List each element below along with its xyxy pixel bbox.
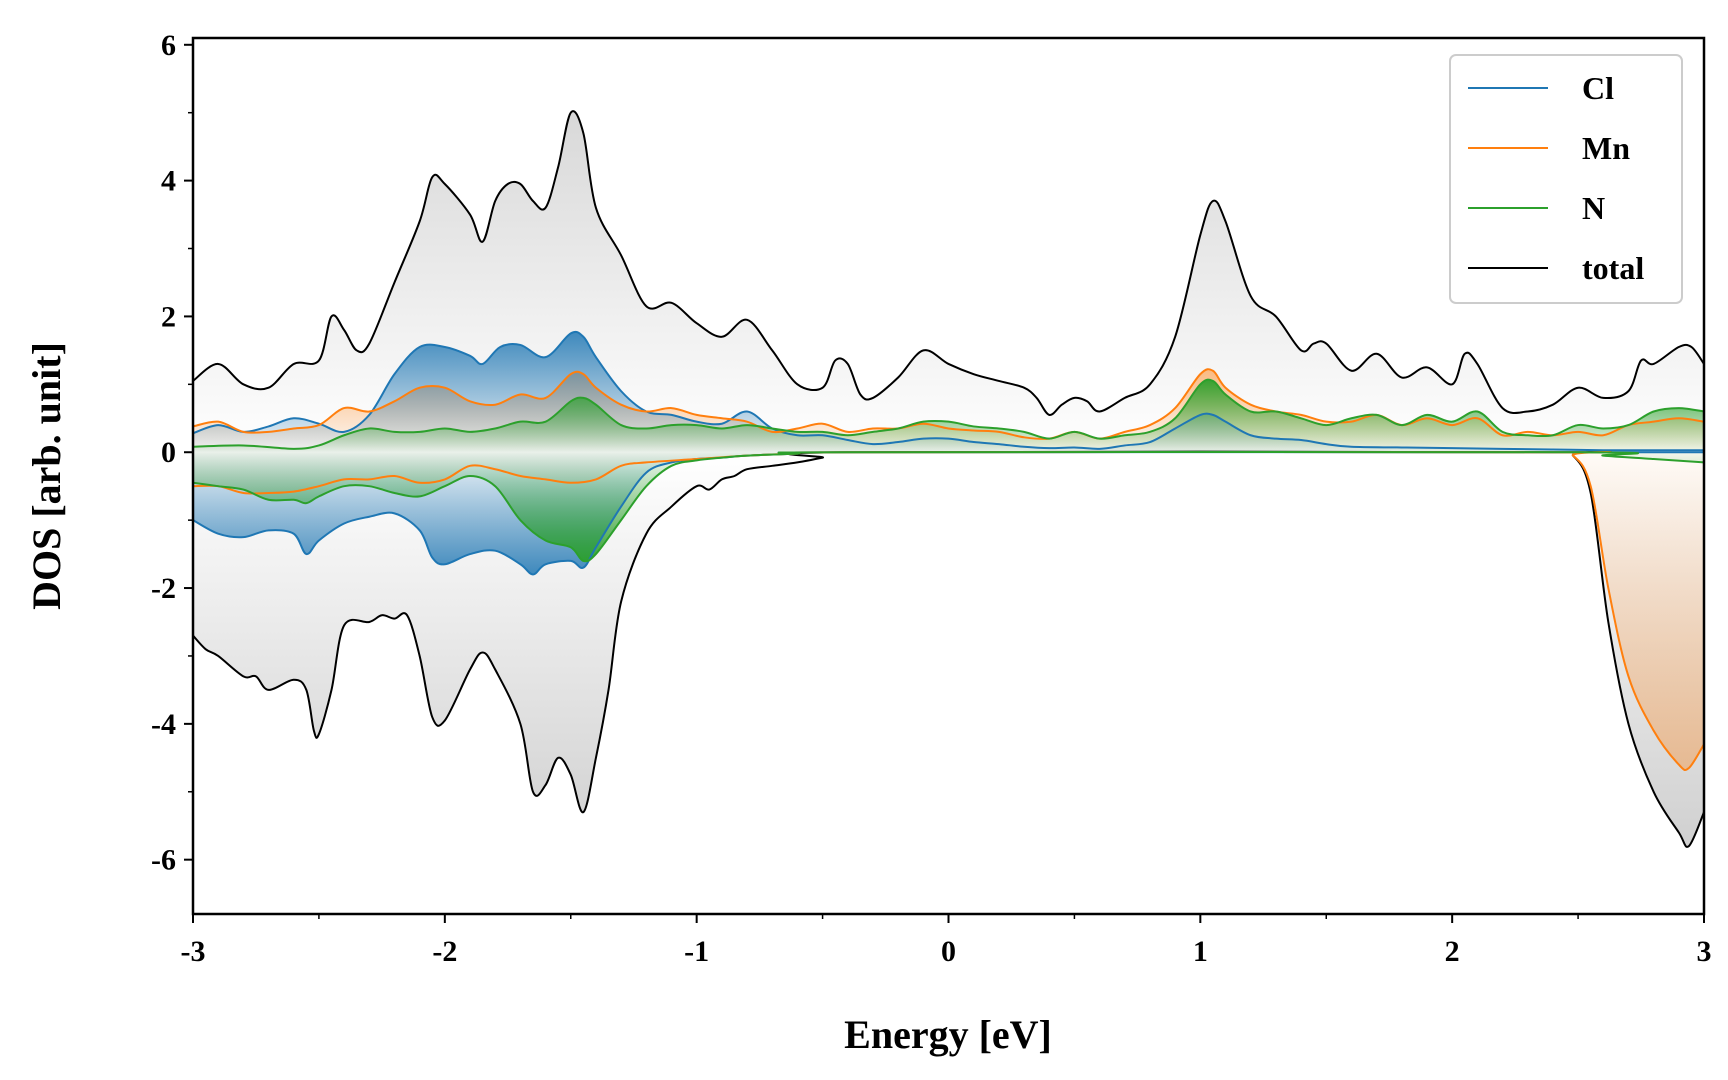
x-tick-label: -1: [684, 935, 709, 968]
x-tick-label: -3: [181, 935, 206, 968]
y-tick-label: 6: [161, 29, 176, 62]
line-mn-up: [193, 368, 1704, 440]
series-lines: [193, 110, 1704, 848]
series-fills: [193, 111, 1704, 847]
line-mn-down: [193, 450, 1704, 772]
x-tick-label: -2: [432, 935, 457, 968]
legend-label-mn: Mn: [1582, 130, 1630, 166]
legend-box: [1449, 54, 1683, 304]
fill-n-up: [193, 379, 1704, 453]
x-tick-label: 1: [1193, 935, 1208, 968]
legend-label-cl: Cl: [1582, 70, 1614, 106]
y-axis-title: DOS [arb. unit]: [24, 342, 69, 610]
y-tick-label: 4: [161, 165, 176, 198]
y-tick-label: -2: [151, 572, 176, 605]
fill-n-down: [193, 451, 1704, 562]
line-n-up: [193, 378, 1704, 450]
axis-ticks: -3 -2 -1 0 1 2 3 -6 -4 -2 0 2 4 6: [151, 29, 1712, 968]
line-total-up: [193, 110, 1704, 416]
x-tick-label: 3: [1697, 935, 1712, 968]
y-tick-label: 0: [161, 436, 176, 469]
x-axis-title: Energy [eV]: [844, 1012, 1052, 1057]
y-tick-label: -6: [151, 844, 176, 877]
line-n-down: [193, 450, 1704, 563]
x-tick-label: 0: [941, 935, 956, 968]
y-tick-label: -4: [151, 708, 176, 741]
x-tick-label: 2: [1445, 935, 1460, 968]
line-cl-up: [193, 330, 1704, 452]
legend-label-total: total: [1582, 250, 1644, 286]
legend-label-n: N: [1582, 190, 1605, 226]
y-tick-label: 2: [161, 300, 176, 333]
